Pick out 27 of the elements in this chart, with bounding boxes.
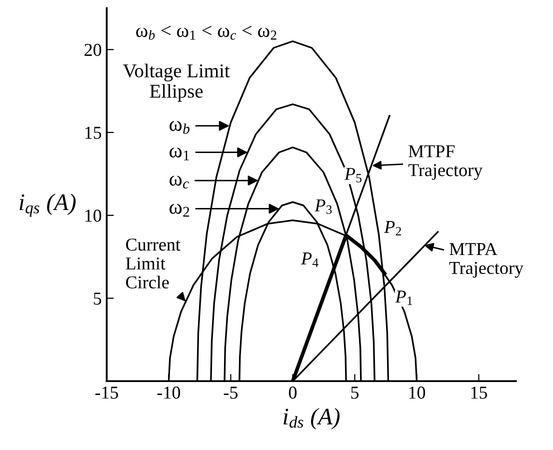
annotation: ω$_{1}$ — [170, 148, 190, 160]
y-tick-label: 20 — [84, 44, 102, 56]
annotation: P$_{1}$ — [395, 290, 412, 305]
y-axis-title: i$_{qs}$ (A) — [20, 194, 76, 217]
annotation: ω$_{b}$ — [170, 121, 190, 134]
annotation: MTPA Trajectory — [449, 243, 524, 278]
annotation: P$_{4}$ — [300, 252, 318, 267]
annotation: P$_{3}$ — [314, 199, 332, 214]
annotation: ω$_{b}$ < ω$_{1}$ < ω$_{c}$ < ω$_{2}$ — [136, 26, 276, 40]
x-tick-label: 0 — [288, 386, 297, 399]
x-tick-label: -15 — [95, 386, 118, 399]
x-tick-label: -5 — [224, 386, 238, 399]
annotation: ω$_{c}$ — [170, 176, 189, 189]
y-tick-label: 5 — [94, 292, 102, 305]
x-tick-label: -10 — [157, 386, 180, 399]
x-tick-label: 10 — [409, 386, 426, 399]
y-tick-label: 10 — [85, 210, 102, 222]
annotation: Current Limit Circle — [126, 238, 180, 288]
x-axis-title: i$_{ds}$ (A) — [284, 408, 340, 430]
annotation: Voltage Limit Ellipse — [122, 64, 230, 102]
annotation: P$_{5}$ — [344, 168, 362, 182]
y-tick-label: 15 — [85, 126, 102, 139]
x-tick-label: 5 — [351, 386, 359, 399]
annotation: P$_{2}$ — [384, 221, 401, 236]
x-tick-label: 15 — [471, 386, 488, 399]
annotation: ω$_{2}$ — [170, 204, 190, 217]
annotation: MTPF Trajectory — [408, 145, 483, 180]
